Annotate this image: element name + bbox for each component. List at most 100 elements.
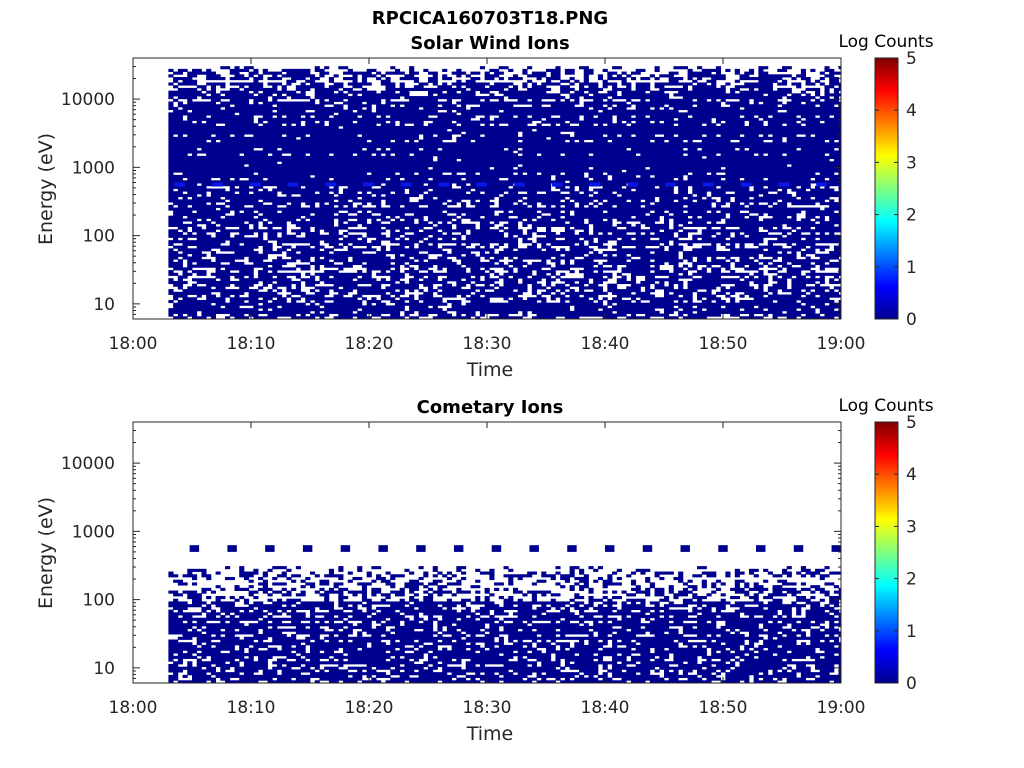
spectrogram-cell — [196, 85, 207, 89]
spectrogram-cell — [635, 568, 651, 572]
spectrogram-cell — [730, 212, 750, 217]
spectrogram-cell — [550, 104, 575, 108]
spectrogram-cell — [838, 672, 842, 676]
spectrogram-cell — [508, 177, 552, 181]
spectrogram-cell — [819, 574, 830, 578]
spectrogram-cell — [654, 264, 660, 268]
x-tick-label: 18:50 — [699, 698, 748, 718]
spectrogram-cell — [498, 286, 528, 290]
spectrogram-cell — [616, 191, 674, 195]
spectrogram-cell — [220, 139, 368, 143]
spectrogram-cell — [196, 636, 240, 640]
spectrogram-cell — [579, 609, 585, 613]
spectrogram-cell — [720, 658, 731, 662]
spectrogram-cell — [692, 191, 707, 195]
spectrogram-cell — [569, 96, 580, 100]
y-tick-label: 10 — [93, 659, 115, 679]
spectrogram-cell — [168, 270, 174, 274]
spectrogram-cell — [182, 229, 188, 233]
spectrogram-cell — [569, 566, 580, 570]
spectrogram-cell — [253, 644, 268, 649]
spectrogram-cell — [678, 639, 688, 643]
spectrogram-cell — [239, 644, 250, 649]
spectrogram-cell — [168, 145, 842, 149]
spectrogram-cell — [782, 582, 797, 586]
spectrogram-cell — [777, 237, 802, 241]
spectrogram-cell — [800, 185, 811, 189]
spectrogram-cell — [498, 261, 504, 266]
spectrogram-cell — [168, 310, 198, 314]
spectrogram-cell — [210, 115, 254, 119]
spectrogram-cell — [173, 210, 193, 214]
spectrogram-cell — [168, 650, 183, 654]
spectrogram-cell — [579, 232, 589, 236]
spectrogram-cell — [196, 620, 207, 624]
spectrogram-cell — [569, 120, 613, 124]
spectrogram-cell — [262, 628, 325, 632]
spectrogram-cell — [192, 109, 273, 113]
spectrogram-cell — [748, 571, 755, 575]
spectrogram-cell — [371, 139, 391, 143]
spectrogram-cell — [829, 571, 842, 575]
spectrogram-cell — [484, 275, 490, 279]
spectrogram-cell — [720, 199, 731, 203]
spectrogram-cell — [371, 283, 382, 287]
spectrogram-cell — [498, 115, 514, 119]
spectrogram-cell — [607, 74, 613, 78]
spectrogram-cell — [376, 302, 386, 306]
spectrogram-cell — [338, 634, 349, 638]
spectrogram-cell — [583, 272, 613, 276]
spectrogram-cell — [437, 196, 495, 200]
spectrogram-cell — [432, 166, 490, 170]
spectrogram-cell — [361, 237, 368, 241]
spectrogram-cell — [782, 620, 797, 624]
spectrogram-cell — [220, 278, 231, 282]
spectrogram-cell — [404, 655, 424, 659]
spectrogram-cell — [489, 574, 495, 578]
spectrogram-cell — [564, 153, 589, 157]
spectrogram-cell — [829, 71, 842, 75]
spectrogram-cell — [579, 139, 585, 143]
spectrogram-cell — [262, 221, 268, 225]
spectrogram-cell — [220, 66, 231, 70]
spectrogram-cell — [352, 199, 382, 203]
spectrogram-cell — [234, 134, 245, 138]
spectrogram-cell — [168, 604, 202, 608]
spectrogram-cell — [479, 66, 486, 70]
spectrogram-cell — [442, 617, 457, 621]
spectrogram-cell — [479, 650, 514, 654]
spectrogram-cell — [630, 272, 679, 276]
spectrogram-cell — [498, 275, 509, 279]
spectrogram-cell — [697, 672, 712, 676]
spectrogram-cell — [739, 245, 745, 249]
spectrogram-cell — [678, 313, 684, 317]
spectrogram-cell — [371, 218, 377, 222]
spectrogram-cell — [635, 134, 655, 138]
spectrogram-cell — [437, 264, 462, 268]
spectrogram-cell — [640, 174, 651, 179]
spectrogram-cell — [805, 256, 811, 260]
spectrogram-cell — [753, 677, 759, 681]
spectrogram-cell — [196, 237, 264, 241]
spectrogram-cell — [182, 289, 259, 293]
spectrogram-cell — [446, 275, 471, 279]
spectrogram-cell — [210, 98, 221, 102]
spectrogram-cell — [503, 272, 533, 276]
spectrogram-cell — [324, 310, 353, 314]
spectrogram-cell — [546, 248, 556, 252]
spectrogram-cell — [734, 582, 740, 586]
spectrogram-cell — [168, 155, 434, 159]
spectrogram-cell — [333, 115, 358, 119]
spectrogram-cell — [805, 93, 811, 97]
spectrogram-cell — [800, 674, 816, 678]
spectrogram-cell — [550, 604, 566, 608]
spectrogram-cell — [574, 79, 580, 83]
spectrogram-cell — [763, 596, 773, 600]
spectrogram-cell — [574, 606, 589, 610]
spectrogram-cell — [229, 650, 245, 654]
spectrogram-cell — [338, 658, 344, 662]
spectrogram-cell — [352, 256, 391, 260]
spectrogram-cell — [168, 150, 514, 154]
spectrogram-cell — [579, 639, 585, 643]
spectrogram-cell — [536, 232, 556, 236]
